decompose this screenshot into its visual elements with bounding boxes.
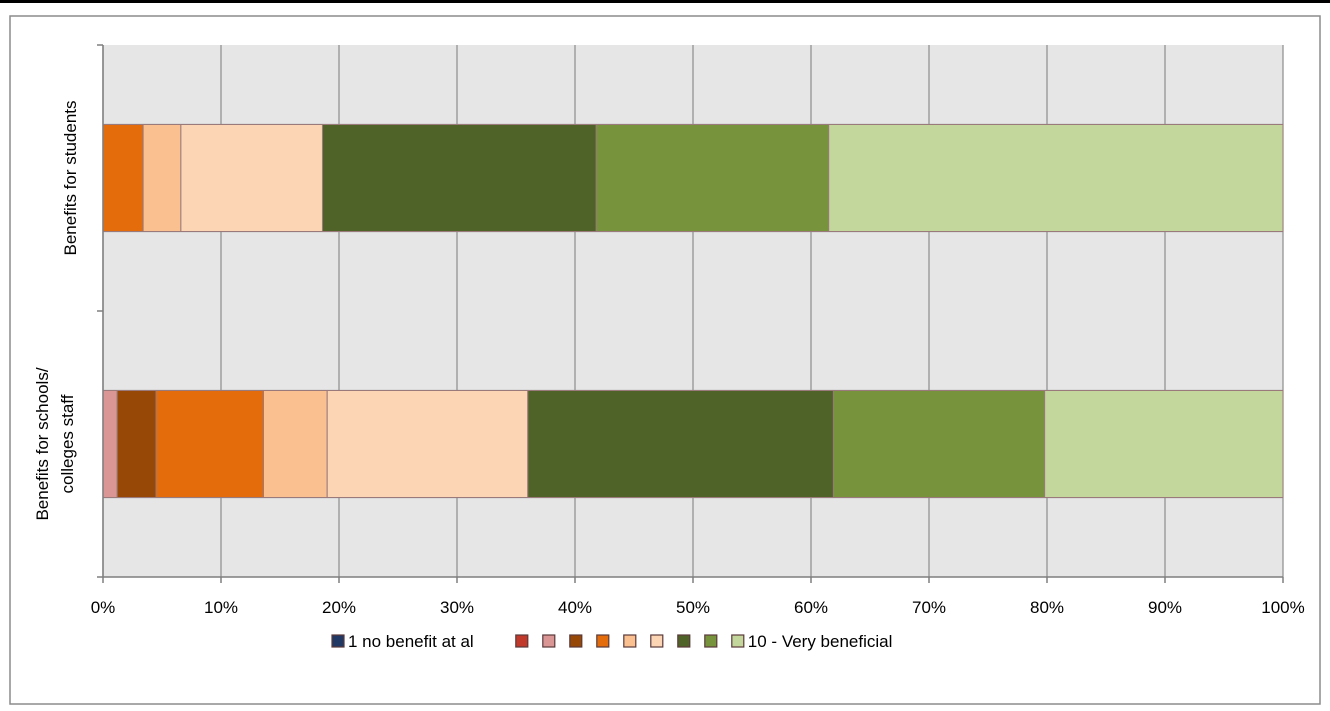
legend-item-0: 1 no benefit at al (331, 632, 474, 651)
x-tick-label: 40% (558, 598, 592, 617)
legend-swatch (704, 634, 718, 648)
bar-segment-c1-s8 (595, 124, 830, 232)
legend-swatch (650, 634, 664, 648)
bar-segment-c0-s6 (326, 390, 529, 498)
legend-label: 1 no benefit at al (348, 632, 474, 651)
legend-item-6 (650, 634, 664, 648)
bar-segment-c1-s4 (102, 124, 144, 232)
legend-label: 10 - Very beneficial (748, 632, 893, 651)
bar-segment-c1-s5 (142, 124, 182, 232)
legend: 1 no benefit at al 10 - Very beneficial (331, 632, 893, 651)
legend-item-1 (515, 634, 529, 648)
x-tick-labels: 0% 10% 20% 30% 40% 50% 60% 70% 80% 90% 100% (91, 598, 1305, 617)
bar-segment-c1-s7 (321, 124, 597, 232)
category-label-line: Benefits for schools/ (33, 367, 52, 520)
legend-swatch (515, 634, 529, 648)
category-label-line: colleges staff (58, 394, 77, 493)
legend-item-3 (569, 634, 583, 648)
category-labels: Benefits for schools/colleges staffBenef… (33, 101, 80, 521)
legend-item-2 (542, 634, 556, 648)
x-tick-label: 0% (91, 598, 116, 617)
bar-segment-c0-s8 (832, 390, 1046, 498)
axes (97, 44, 1284, 583)
x-tick-label: 10% (204, 598, 238, 617)
x-tick-label: 20% (322, 598, 356, 617)
bar-segment-c0-s7 (527, 390, 834, 498)
legend-swatch (731, 634, 745, 648)
bar-segment-c1-s6 (180, 124, 323, 232)
title-strip (0, 0, 1330, 3)
legend-item-5 (623, 634, 637, 648)
legend-swatch (677, 634, 691, 648)
legend-item-7 (677, 634, 691, 648)
legend-swatch (542, 634, 556, 648)
bar-segment-c0-s3 (116, 390, 157, 498)
legend-item-9: 10 - Very beneficial (731, 632, 893, 651)
x-tick-label: 80% (1030, 598, 1064, 617)
bars (102, 124, 1284, 498)
category-label-line: Benefits for students (61, 101, 80, 256)
bar-segment-c0-s2 (102, 390, 118, 498)
bar-segment-c0-s4 (155, 390, 264, 498)
x-tick-label: 100% (1261, 598, 1304, 617)
x-tick-label: 60% (794, 598, 828, 617)
bar-segment-c0-s9 (1044, 390, 1284, 498)
x-tick-label: 30% (440, 598, 474, 617)
legend-swatch (569, 634, 583, 648)
bar-segment-c0-s5 (262, 390, 328, 498)
legend-swatch (331, 634, 345, 648)
legend-item-4 (596, 634, 610, 648)
legend-swatch (596, 634, 610, 648)
x-tick-label: 90% (1148, 598, 1182, 617)
x-tick-label: 70% (912, 598, 946, 617)
category-label-0: Benefits for schools/colleges staff (33, 367, 77, 520)
x-tick-label: 50% (676, 598, 710, 617)
category-label-1: Benefits for students (61, 101, 80, 256)
legend-swatch (623, 634, 637, 648)
bar-segment-c1-s9 (828, 124, 1284, 232)
legend-item-8 (704, 634, 718, 648)
